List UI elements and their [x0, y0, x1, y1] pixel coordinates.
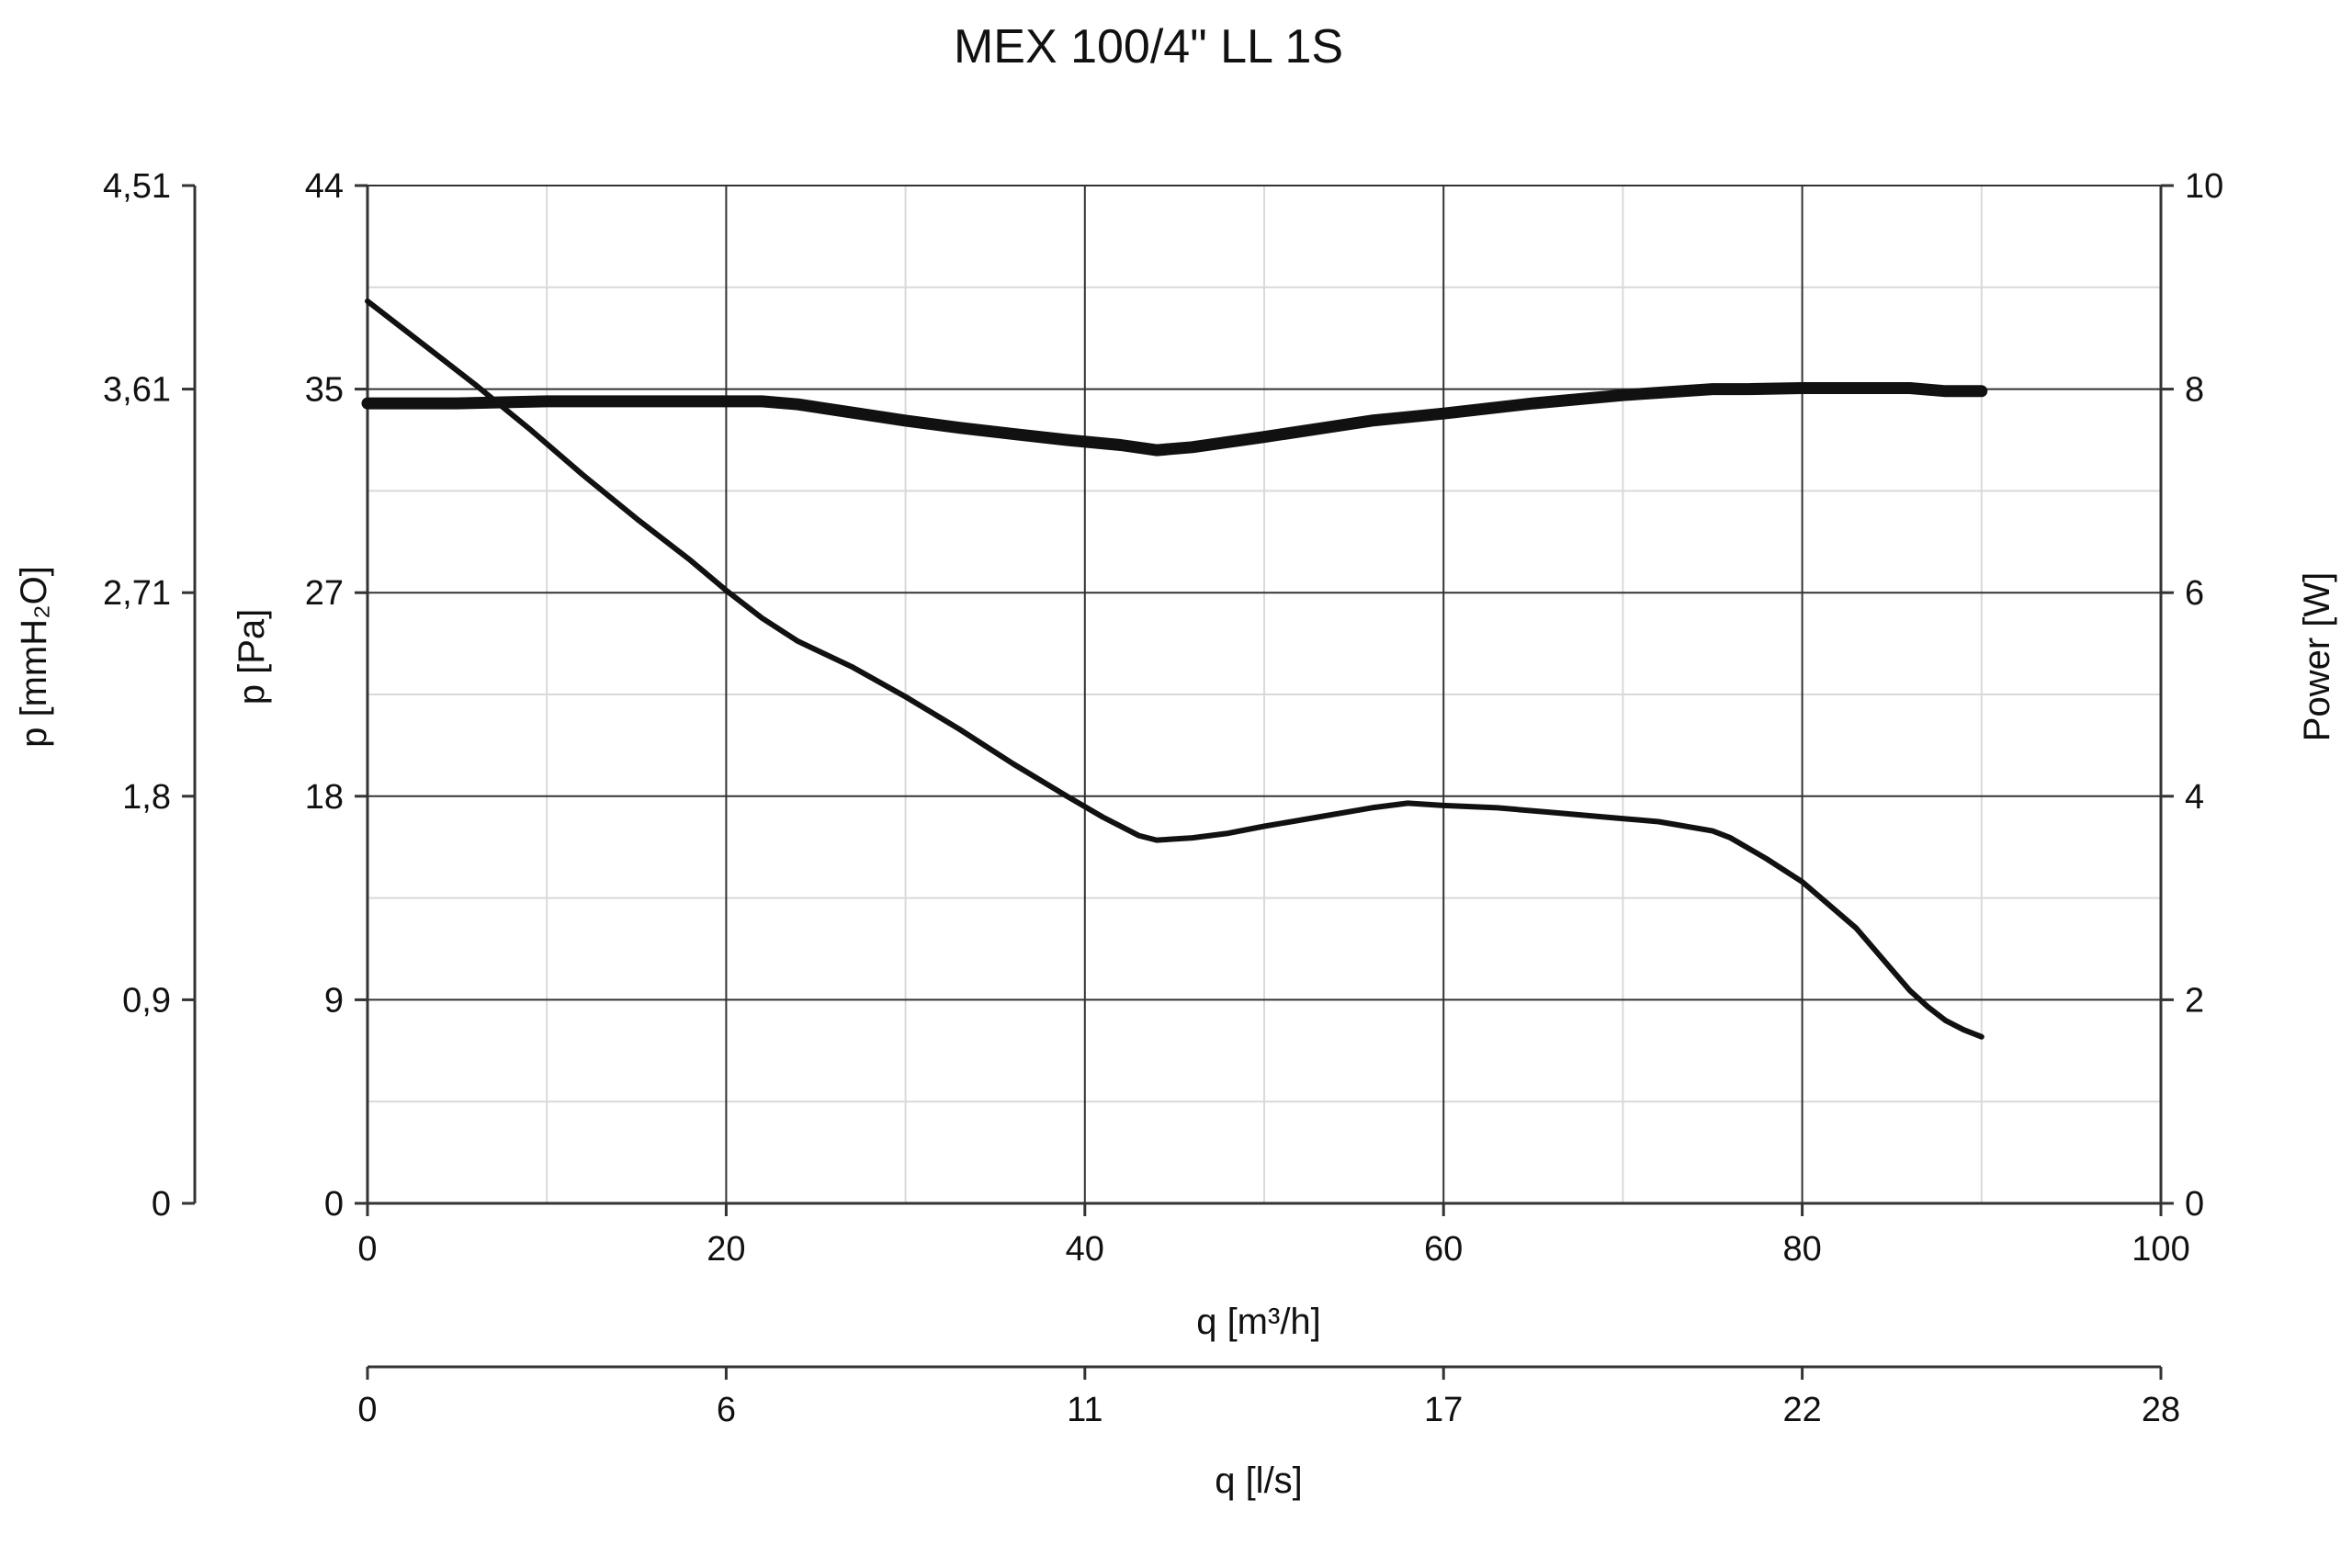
- y3-tick-label: 0: [2185, 1185, 2204, 1224]
- x-tick-label: 80: [1782, 1230, 1821, 1269]
- y3-tick-label: 4: [2185, 778, 2204, 817]
- y3-tick-label: 2: [2185, 981, 2204, 1020]
- y2-tick-label: 1,8: [122, 778, 171, 817]
- x2-tick-label: 28: [2142, 1391, 2180, 1429]
- x-tick-label: 20: [707, 1230, 745, 1269]
- y3-tick-label: 6: [2185, 574, 2204, 613]
- x2-tick-label: 17: [1424, 1391, 1463, 1429]
- axes: [182, 184, 2174, 1380]
- y-tick-label: 27: [305, 574, 344, 613]
- x2-tick-label: 22: [1782, 1391, 1821, 1429]
- y-axis-title: p [Pa]: [232, 609, 272, 705]
- y2-tick-label: 3,61: [103, 371, 171, 410]
- y-tick-label: 9: [324, 981, 344, 1020]
- x-axis-title: q [m³/h]: [1196, 1302, 1321, 1342]
- x-tick-label: 60: [1424, 1230, 1463, 1269]
- curves: [361, 298, 1988, 1040]
- y-tick-label: 18: [305, 778, 344, 817]
- x2-axis-title: q [l/s]: [1215, 1461, 1303, 1501]
- minor-gridlines: [368, 186, 2161, 1203]
- y-tick-label: 0: [324, 1185, 344, 1224]
- power-curve: [361, 382, 1988, 457]
- pressure-curve: [365, 298, 1984, 1040]
- x2-tick-label: 0: [357, 1391, 377, 1429]
- y3-axis-title: Power [W]: [2297, 572, 2337, 741]
- y3-tick-label: 10: [2185, 167, 2223, 206]
- x-tick-label: 0: [357, 1230, 377, 1269]
- x2-tick-label: 11: [1067, 1391, 1102, 1429]
- x-tick-label: 40: [1066, 1230, 1104, 1269]
- y-tick-label: 35: [305, 371, 344, 410]
- y2-tick-label: 0: [152, 1185, 171, 1224]
- y2-tick-label: 2,71: [103, 574, 171, 613]
- y-tick-label: 44: [305, 167, 344, 206]
- x-tick-label: 100: [2132, 1230, 2189, 1269]
- y2-tick-label: 0,9: [122, 981, 171, 1020]
- y3-tick-label: 8: [2185, 371, 2204, 410]
- chart-title: MEX 100/4" LL 1S: [954, 20, 1343, 73]
- y2-axis-title: p [mmH₂O]: [14, 566, 54, 748]
- y2-tick-label: 4,51: [103, 167, 171, 206]
- x2-tick-label: 6: [717, 1391, 736, 1429]
